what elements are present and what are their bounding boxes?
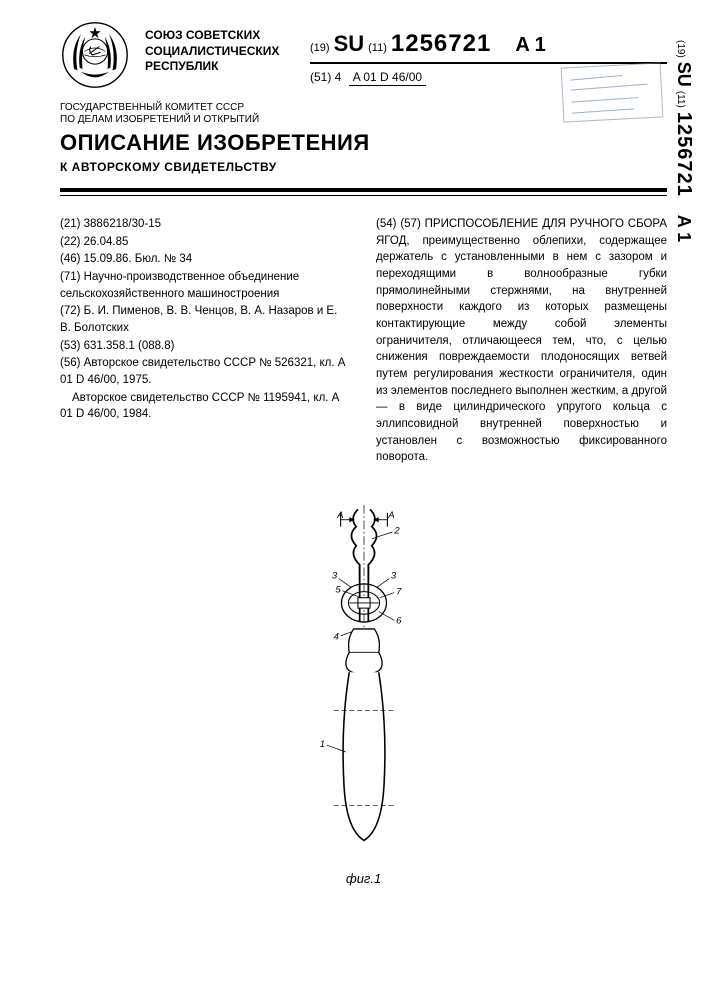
side-patent-number: (19) SU (11) 1256721 A 1 [672, 40, 695, 340]
patent-number: 1256721 [391, 30, 491, 58]
patent-page: СОЮЗ СОВЕТСКИХ СОЦИАЛИСТИЧЕСКИХ РЕСПУБЛИ… [0, 0, 707, 1000]
subtitle: К АВТОРСКОМУ СВИДЕТЕЛЬСТВУ [60, 160, 667, 174]
side-kind: A 1 [673, 215, 694, 242]
field-56b: Авторское свидетельство СССР № 1195941, … [60, 390, 351, 423]
field-21: (21) 3886218/30-15 [60, 216, 351, 233]
union-line3: РЕСПУБЛИК [145, 59, 295, 75]
figure-1: А А 2 3 3 5 7 [60, 484, 667, 886]
prefix-19: (19) [310, 42, 330, 54]
registry-stamp [561, 62, 664, 122]
callout-3r: 3 [390, 571, 396, 582]
side-prefix-19: (19) [675, 40, 686, 58]
right-column: (54) (57) ПРИСПОСОБЛЕНИЕ ДЛЯ РУЧНОГО СБО… [376, 216, 667, 466]
callout-7: 7 [396, 586, 402, 597]
kind-code: A 1 [515, 34, 545, 57]
field-22: (22) 26.04.85 [60, 234, 351, 251]
callout-A-right: А [387, 510, 394, 521]
callout-6: 6 [396, 616, 402, 627]
header-row: СОЮЗ СОВЕТСКИХ СОЦИАЛИСТИЧЕСКИХ РЕСПУБЛИ… [60, 20, 667, 90]
field-46: (46) 15.09.86. Бюл. № 34 [60, 251, 351, 268]
divider [60, 188, 667, 196]
figure-drawing: А А 2 3 3 5 7 [299, 484, 429, 864]
field-53: (53) 631.358.1 (088.8) [60, 338, 351, 355]
union-label: СОЮЗ СОВЕТСКИХ СОЦИАЛИСТИЧЕСКИХ РЕСПУБЛИ… [145, 20, 295, 75]
country-code: SU [334, 31, 365, 57]
doc-number-line: (19) SU (11) 1256721 A 1 [310, 30, 667, 64]
field-56a: (56) Авторское свидетельство СССР № 5263… [60, 355, 351, 388]
union-line1: СОЮЗ СОВЕТСКИХ [145, 28, 295, 44]
side-country: SU [673, 62, 694, 87]
field-71: (71) Научно-производственное объединение… [60, 269, 351, 302]
ipc-code: A 01 D 46/00 [349, 70, 426, 86]
abstract: (54) (57) ПРИСПОСОБЛЕНИЕ ДЛЯ РУЧНОГО СБО… [376, 216, 667, 466]
callout-4: 4 [333, 631, 338, 642]
callout-5: 5 [335, 585, 341, 596]
main-title: ОПИСАНИЕ ИЗОБРЕТЕНИЯ [60, 130, 667, 156]
ussr-emblem [60, 20, 130, 90]
figure-label: фиг.1 [60, 871, 667, 886]
callout-3l: 3 [331, 571, 337, 582]
abstract-body: преимущественно облепихи, содержащее дер… [376, 235, 667, 464]
committee-line2: ПО ДЕЛАМ ИЗОБРЕТЕНИЙ И ОТКРЫТИЙ [60, 114, 290, 126]
side-prefix-11: (11) [675, 91, 686, 108]
callout-2: 2 [393, 526, 400, 537]
committee-label: ГОСУДАРСТВЕННЫЙ КОМИТЕТ СССР ПО ДЕЛАМ ИЗ… [60, 102, 290, 126]
ipc-prefix: (51) 4 [310, 70, 341, 84]
union-line2: СОЦИАЛИСТИЧЕСКИХ [145, 44, 295, 60]
committee-line1: ГОСУДАРСТВЕННЫЙ КОМИТЕТ СССР [60, 102, 290, 114]
left-column: (21) 3886218/30-15 (22) 26.04.85 (46) 15… [60, 216, 351, 466]
prefix-11: (11) [368, 42, 387, 54]
callout-1: 1 [319, 739, 324, 750]
columns: (21) 3886218/30-15 (22) 26.04.85 (46) 15… [60, 216, 667, 466]
callout-A-left: А [336, 510, 343, 521]
doc-number-box: (19) SU (11) 1256721 A 1 (51) 4 A 01 D 4… [310, 20, 667, 84]
side-number-value: 1256721 [672, 112, 695, 197]
field-72: (72) Б. И. Пименов, В. В. Ченцов, В. А. … [60, 303, 351, 336]
